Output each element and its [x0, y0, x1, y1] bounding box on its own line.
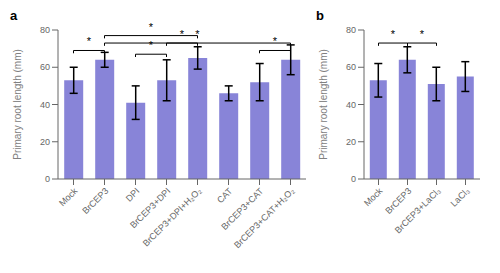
svg-text:Mock: Mock — [362, 186, 385, 209]
svg-text:*: * — [273, 35, 278, 47]
svg-text:BrCEP3+LaCl₃: BrCEP3+LaCl₃ — [393, 186, 443, 236]
svg-text:0: 0 — [45, 174, 50, 184]
svg-text:20: 20 — [346, 137, 356, 147]
svg-text:Primary root length (mm): Primary root length (mm) — [12, 49, 23, 160]
svg-text:80: 80 — [346, 25, 356, 35]
svg-text:Primary root length (mm): Primary root length (mm) — [318, 49, 329, 160]
svg-text:LaCl₃: LaCl₃ — [449, 186, 472, 209]
html-text:b: b — [316, 8, 324, 23]
svg-text:CAT: CAT — [215, 186, 235, 206]
svg-text:40: 40 — [40, 100, 50, 110]
svg-text:*: * — [149, 21, 154, 33]
svg-text:*: * — [87, 35, 92, 47]
svg-text:*: * — [149, 39, 154, 51]
svg-text:60: 60 — [40, 62, 50, 72]
svg-text:*: * — [391, 28, 396, 40]
svg-text:60: 60 — [346, 62, 356, 72]
svg-text:*: * — [420, 28, 425, 40]
svg-text:BrCEP3+DPI+H₂O₂: BrCEP3+DPI+H₂O₂ — [141, 186, 204, 249]
svg-text:Mock: Mock — [57, 186, 80, 209]
svg-text:*: * — [195, 28, 200, 40]
svg-text:*: * — [180, 28, 185, 40]
svg-text:80: 80 — [40, 25, 50, 35]
svg-text:0: 0 — [351, 174, 356, 184]
svg-text:BrCEP3+CAT+H₂O₂: BrCEP3+CAT+H₂O₂ — [232, 186, 297, 251]
svg-text:DPI: DPI — [124, 186, 142, 204]
svg-text:BrCEP3: BrCEP3 — [80, 186, 110, 216]
html-text:a: a — [10, 8, 18, 23]
svg-text:40: 40 — [346, 100, 356, 110]
svg-text:20: 20 — [40, 137, 50, 147]
